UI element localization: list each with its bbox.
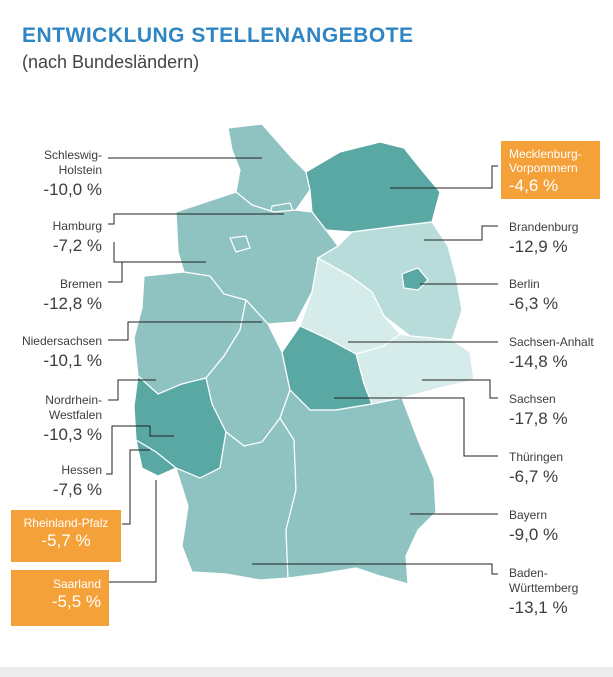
state-name: Vorpommern <box>509 161 578 175</box>
state-saarland <box>135 438 178 477</box>
state-value: -14,8 % <box>509 352 568 371</box>
state-name: Hamburg <box>52 219 102 233</box>
highlight-saarland: Saarland -5,5 % <box>11 570 109 626</box>
leader-baden-wuerttemberg <box>252 563 498 575</box>
state-name: Holstein <box>58 163 102 177</box>
state-value: -9,0 % <box>509 525 559 544</box>
leader-mecklenburg-vorpommern <box>390 165 498 189</box>
state-name: Hessen <box>61 463 102 477</box>
state-name: Niedersachsen <box>21 334 102 348</box>
state-value: -10,0 % <box>43 180 102 199</box>
state-name: Rheinland-Pfalz <box>23 516 109 530</box>
state-value: -6,3 % <box>509 294 559 313</box>
label-sachsen: Sachsen -17,8 % <box>509 392 609 431</box>
state-value: -5,5 % <box>51 592 101 611</box>
state-value: -4,6 % <box>509 176 559 195</box>
leader-saarland <box>108 480 157 583</box>
highlight-mecklenburg-vorpommern: Mecklenburg- Vorpommern -4,6 % <box>501 141 600 199</box>
leader-niedersachsen <box>108 321 262 341</box>
leader-thueringen <box>334 397 498 457</box>
highlight-rheinland-pfalz: Rheinland-Pfalz -5,7 % <box>11 510 121 562</box>
label-hessen: Hessen -7,6 % <box>10 463 102 502</box>
label-hamburg: Hamburg -7,2 % <box>10 219 102 258</box>
label-bayern: Bayern -9,0 % <box>509 508 609 547</box>
state-bayern <box>279 388 437 585</box>
state-mecklenburg-vorpommern <box>305 141 441 233</box>
state-value: -5,7 % <box>41 531 91 550</box>
state-name: Bremen <box>59 277 102 291</box>
bottom-bar <box>0 667 613 677</box>
state-value: -12,8 % <box>43 294 102 313</box>
label-schleswig-holstein: Schleswig- Holstein -10,0 % <box>10 148 102 202</box>
state-name: Berlin <box>509 277 540 291</box>
state-bremen <box>229 235 251 253</box>
state-name: Württemberg <box>509 581 579 595</box>
state-name: Schleswig- <box>43 148 102 162</box>
label-thueringen: Thüringen -6,7 % <box>509 450 609 489</box>
state-name: Baden- <box>509 566 548 580</box>
leader-bremen <box>113 242 206 263</box>
state-value: -7,6 % <box>52 480 102 499</box>
label-bremen: Bremen -12,8 % <box>10 277 102 316</box>
leader-hamburg <box>108 213 284 225</box>
state-value: -12,9 % <box>509 237 568 256</box>
state-name: Thüringen <box>509 450 564 464</box>
label-niedersachsen: Niedersachsen -10,1 % <box>10 334 102 373</box>
leader-bremen-2 <box>108 262 123 283</box>
state-value: -10,1 % <box>43 351 102 370</box>
leader-hessen <box>106 425 174 475</box>
state-value: -13,1 % <box>509 598 568 617</box>
leader-brandenburg <box>424 225 498 241</box>
label-baden-wuerttemberg: Baden- Württemberg -13,1 % <box>509 566 609 620</box>
label-nordrhein-westfalen: Nordrhein- Westfalen -10,3 % <box>10 393 102 447</box>
state-value: -7,2 % <box>52 236 102 255</box>
label-sachsen-anhalt: Sachsen-Anhalt -14,8 % <box>509 335 609 374</box>
state-value: -10,3 % <box>43 425 102 444</box>
leader-rheinland-pfalz <box>122 449 150 525</box>
state-name: Sachsen-Anhalt <box>509 335 594 349</box>
label-brandenburg: Brandenburg -12,9 % <box>509 220 609 259</box>
state-value: -6,7 % <box>509 467 559 486</box>
state-name: Nordrhein- <box>45 393 102 407</box>
state-name: Sachsen <box>509 392 556 406</box>
state-name: Brandenburg <box>509 220 579 234</box>
state-value: -17,8 % <box>509 409 568 428</box>
leader-nordrhein-westfalen <box>108 379 156 401</box>
state-name: Westfalen <box>48 408 102 422</box>
page-title: ENTWICKLUNG STELLENANGEBOTE <box>22 24 414 47</box>
state-name: Saarland <box>52 577 101 591</box>
state-name: Bayern <box>509 508 548 522</box>
leader-lines <box>106 157 498 583</box>
leader-sachsen <box>422 379 498 399</box>
state-name: Mecklenburg- <box>509 147 582 161</box>
label-berlin: Berlin -6,3 % <box>509 277 609 316</box>
page-subtitle: (nach Bundesländern) <box>22 52 200 72</box>
